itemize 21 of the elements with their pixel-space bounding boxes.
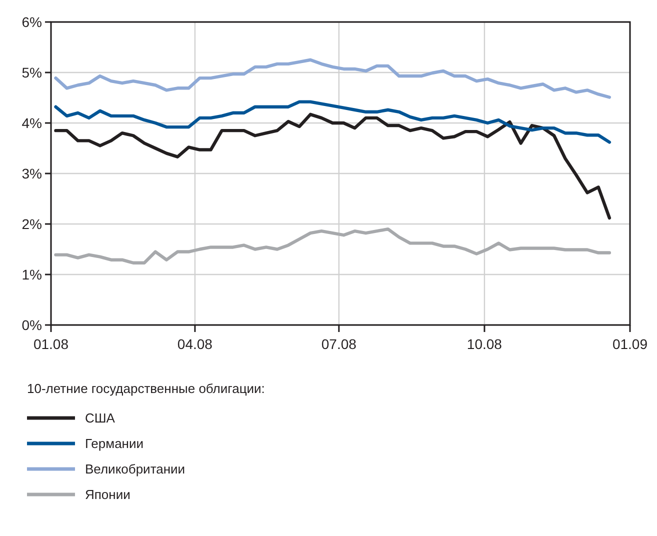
x-tick-label: 04.08 xyxy=(177,336,213,352)
y-tick-label: 2% xyxy=(22,216,42,232)
x-tick-label: 10.08 xyxy=(466,336,502,352)
y-tick-label: 3% xyxy=(22,165,42,182)
y-tick-label: 1% xyxy=(22,266,42,282)
y-tick-label: 5% xyxy=(22,64,42,80)
line-series xyxy=(54,100,612,144)
line-series xyxy=(54,58,612,99)
legend-label: Японии xyxy=(85,487,130,502)
x-tick-label: 07.08 xyxy=(321,336,357,352)
line-series xyxy=(54,112,612,220)
legend-label: Германии xyxy=(85,436,144,452)
legend-label: Великобритании xyxy=(85,462,186,477)
x-tick-label: 01.09 xyxy=(612,336,648,352)
line-series xyxy=(54,227,612,264)
y-tick-label: 4% xyxy=(22,114,42,131)
y-tick-label: 6% xyxy=(22,14,42,30)
legend-label: США xyxy=(85,410,116,426)
x-tick-label: 01.08 xyxy=(33,336,69,352)
legend-title: 10-летние государственные облигации: xyxy=(27,381,265,396)
y-tick-label: 0% xyxy=(22,316,42,333)
